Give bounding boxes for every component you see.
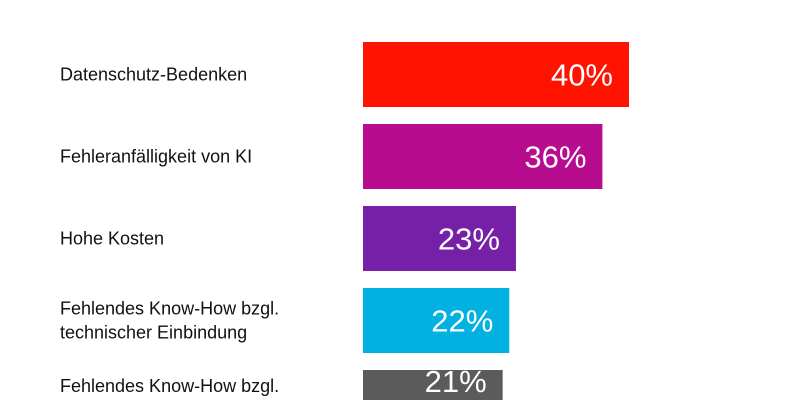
category-label-line: Hohe Kosten: [60, 229, 164, 249]
data-label: 40%: [551, 58, 613, 93]
category-label: Hohe Kosten: [60, 229, 164, 249]
data-label: 21%: [425, 364, 487, 399]
category-label-line: Fehlendes Know-How bzgl.: [60, 299, 279, 319]
category-label: Fehlendes Know-How bzgl.: [60, 376, 279, 396]
category-label-line: Fehleranfälligkeit von KI: [60, 147, 252, 167]
category-label-line: Fehlendes Know-How bzgl.: [60, 376, 279, 396]
bar-2: [363, 124, 603, 189]
category-label: Fehleranfälligkeit von KI: [60, 147, 252, 167]
category-label: Fehlendes Know-How bzgl. technischer Einb…: [60, 299, 279, 343]
data-label: 36%: [524, 140, 586, 175]
data-label: 23%: [438, 222, 500, 257]
bar-1: [363, 42, 629, 107]
bar-3: [363, 206, 516, 271]
category-label-line: technischer Einbindung: [60, 323, 247, 343]
category-label: Datenschutz-Bedenken: [60, 65, 247, 85]
bar-4: [363, 288, 510, 353]
category-label-line: Datenschutz-Bedenken: [60, 65, 247, 85]
bar-5: [363, 370, 503, 400]
data-label: 22%: [431, 304, 493, 339]
